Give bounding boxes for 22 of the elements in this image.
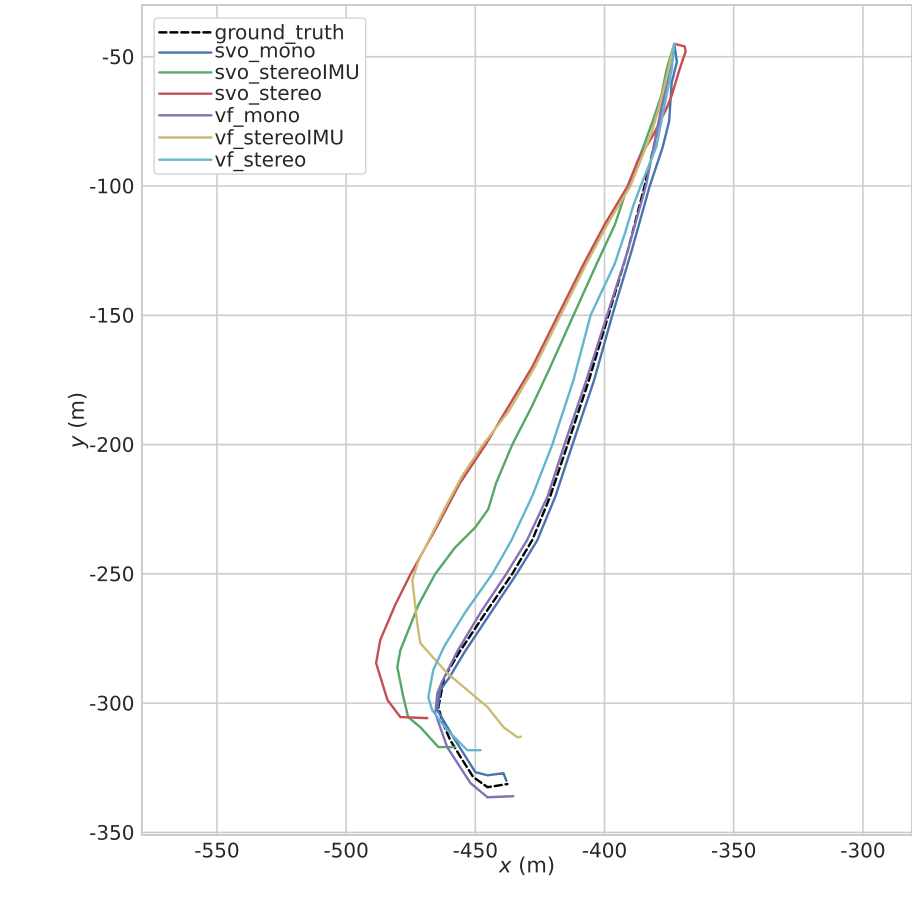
x-tick-label: -300 xyxy=(841,842,884,858)
x-tick-label: -500 xyxy=(324,842,368,858)
x-tick-label: -450 xyxy=(454,842,497,858)
x-axis-title: x (m) xyxy=(498,856,554,876)
legend-label: svo_stereo xyxy=(216,86,321,105)
y-tick-label: -50 xyxy=(102,49,134,64)
y-tick-label: -100 xyxy=(90,178,134,194)
legend-label: vf_stereo xyxy=(215,151,306,172)
x-tick-label: -350 xyxy=(712,842,756,858)
y-tick-label: -250 xyxy=(90,566,134,582)
x-tick-label: -400 xyxy=(582,842,626,858)
y-axis-title: y (m) xyxy=(68,394,88,449)
y-tick-label: -300 xyxy=(90,696,134,711)
legend-label: vf_mono xyxy=(215,106,299,127)
y-tick-label: -350 xyxy=(90,824,134,840)
legend-label: svo_mono xyxy=(216,46,315,62)
legend-label: ground_truth xyxy=(216,24,343,44)
legend-label: vf_stereoIMU xyxy=(215,129,342,150)
y-tick-label: -200 xyxy=(90,436,134,452)
y-tick-label: -150 xyxy=(90,308,134,323)
x-tick-label: -550 xyxy=(195,842,238,858)
legend-label: svo_stereoIMU xyxy=(216,64,358,84)
